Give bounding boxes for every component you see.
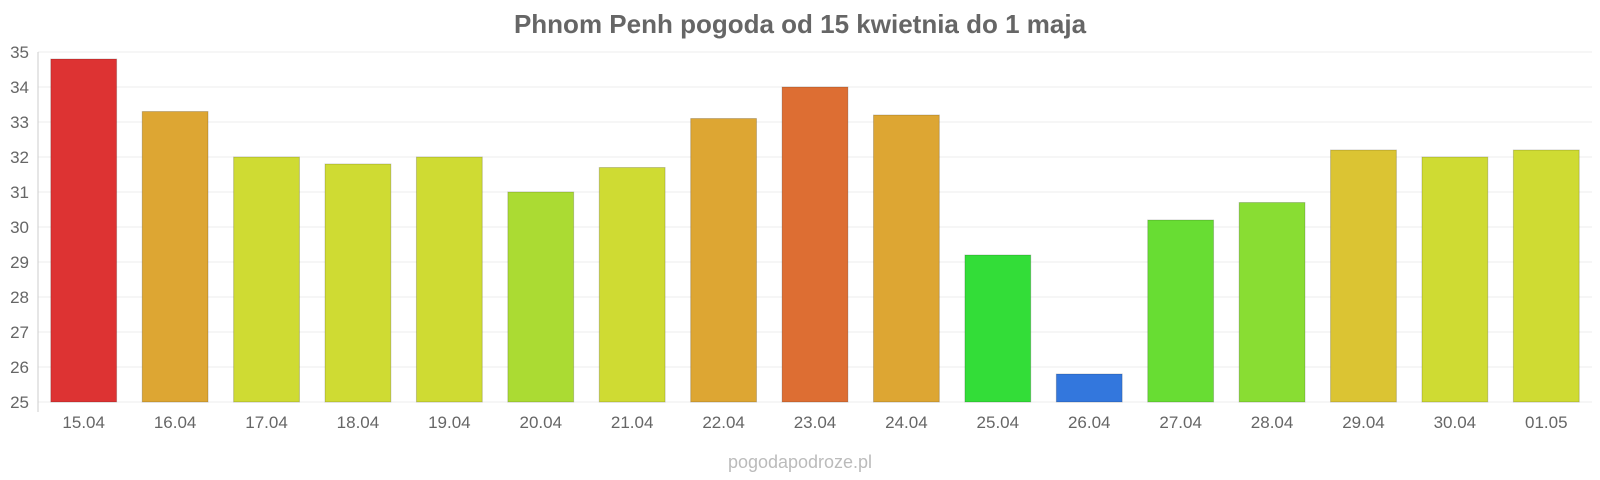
bar [324, 163, 392, 403]
bar [1147, 219, 1215, 403]
bar [507, 191, 575, 403]
bar [1421, 156, 1489, 403]
bar [964, 254, 1032, 403]
y-tick-label: 25 [10, 393, 29, 412]
x-axis-ticks: 15.04 16.04 17.04 18.04 19.04 20.04 21.04 22.04… [62, 413, 1567, 432]
y-tick-label: 29 [10, 253, 29, 272]
x-tick-label: 28.04 [1251, 413, 1294, 432]
bar [1330, 149, 1397, 403]
x-tick-label: 22.04 [702, 413, 745, 432]
source-watermark: pogodapodroze.pl [728, 452, 872, 472]
bar [1238, 202, 1306, 403]
y-tick-label: 34 [10, 78, 29, 97]
chart-title: Phnom Penh pogoda od 15 kwietnia do 1 ma… [514, 9, 1087, 39]
x-tick-label: 21.04 [611, 413, 654, 432]
x-tick-label: 23.04 [794, 413, 837, 432]
bar [690, 118, 757, 403]
x-tick-label: 24.04 [885, 413, 928, 432]
bar [233, 156, 300, 403]
bar [141, 111, 209, 403]
bar [1512, 149, 1580, 403]
bar [781, 86, 849, 403]
x-tick-label: 29.04 [1342, 413, 1385, 432]
y-tick-label: 27 [10, 323, 29, 342]
y-tick-label: 32 [10, 148, 29, 167]
bar [1055, 373, 1123, 403]
bar [873, 114, 940, 403]
y-tick-label: 33 [10, 113, 29, 132]
x-tick-label: 15.04 [62, 413, 105, 432]
bar [415, 156, 483, 403]
x-tick-label: 27.04 [1159, 413, 1202, 432]
bar [50, 58, 118, 403]
x-tick-label: 17.04 [245, 413, 288, 432]
x-tick-label: 01.05 [1525, 413, 1568, 432]
y-tick-label: 35 [10, 43, 29, 62]
y-tick-label: 28 [10, 288, 29, 307]
y-tick-label: 30 [10, 218, 29, 237]
x-tick-label: 25.04 [977, 413, 1020, 432]
x-tick-label: 18.04 [337, 413, 380, 432]
bar [598, 167, 666, 403]
x-tick-label: 20.04 [519, 413, 562, 432]
x-tick-label: 19.04 [428, 413, 471, 432]
x-tick-label: 16.04 [154, 413, 197, 432]
y-axis-ticks: 25 26 27 28 29 30 31 32 33 34 35 [10, 43, 29, 412]
y-tick-label: 26 [10, 358, 29, 377]
x-tick-label: 26.04 [1068, 413, 1111, 432]
bars [50, 58, 1580, 403]
x-tick-label: 30.04 [1434, 413, 1477, 432]
y-tick-label: 31 [10, 183, 29, 202]
